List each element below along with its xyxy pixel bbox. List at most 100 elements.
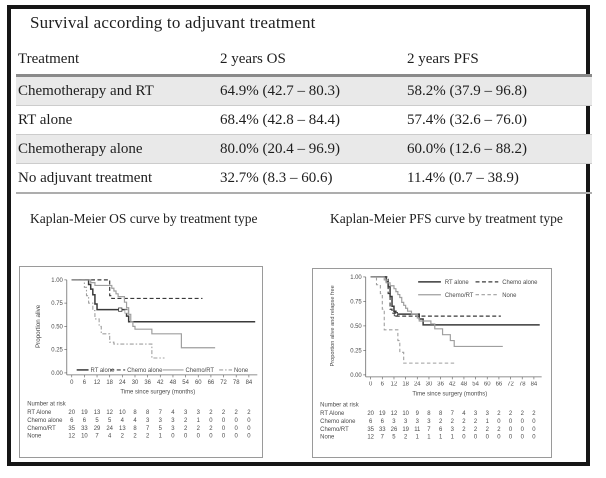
y-tick-label: 0.75 (350, 299, 362, 305)
at-risk-value: 0 (197, 434, 201, 440)
x-tick-label: 72 (220, 380, 227, 386)
table-cell: 80.0% (20.4 – 96.9) (220, 140, 340, 157)
at-risk-value: 5 (108, 418, 112, 424)
at-risk-row-label: None (27, 434, 42, 440)
km-curve-none (71, 279, 165, 359)
pfs-km-figure: 1.00 0.75 0.50 0.25 0.00 0 6 12 18 24 30 36 42 48 54 60… (312, 268, 552, 458)
at-risk-value: 0 (209, 434, 213, 440)
table-cell: Chemotherapy alone (18, 140, 143, 157)
at-risk-value: 33 (81, 426, 88, 432)
at-risk-value: 13 (94, 410, 101, 416)
at-risk-value: 8 (133, 426, 137, 432)
censor-mark (393, 312, 398, 317)
table-cell: 11.4% (0.7 – 38.9) (407, 169, 519, 186)
at-risk-value: 2 (439, 419, 442, 425)
x-tick-label: 60 (195, 380, 202, 386)
x-tick-label: 48 (461, 382, 468, 388)
at-risk-value: 4 (171, 410, 175, 416)
at-risk-value: 0 (209, 418, 213, 424)
table-header-row: Treatment 2 years OS 2 years PFS (16, 44, 592, 77)
at-risk-value: 0 (184, 434, 188, 440)
at-risk-value: 2 (121, 434, 124, 440)
x-tick-label: 30 (426, 382, 433, 388)
at-risk-value: 6 (70, 418, 74, 424)
x-tick-label: 84 (531, 382, 538, 388)
at-risk-value: 20 (68, 410, 75, 416)
col-header-treatment: Treatment (18, 50, 80, 67)
at-risk-value: 3 (474, 411, 478, 417)
table-cell: No adjuvant treatment (18, 169, 153, 186)
at-risk-value: 3 (427, 419, 431, 425)
x-tick-label: 24 (119, 380, 126, 386)
at-risk-value: 1 (439, 435, 442, 441)
at-risk-value: 10 (402, 411, 409, 417)
at-risk-value: 0 (462, 435, 466, 441)
at-risk-value: 3 (404, 419, 408, 425)
y-tick-label: 0.50 (51, 324, 63, 330)
y-tick-label: 0.00 (51, 371, 63, 377)
at-risk-value: 0 (235, 418, 239, 424)
x-tick-label: 18 (106, 380, 113, 386)
at-risk-value: 0 (497, 435, 501, 441)
at-risk-value: 2 (451, 419, 454, 425)
at-risk-value: 3 (197, 410, 201, 416)
at-risk-value: 1 (427, 435, 430, 441)
x-tick-label: 6 (381, 382, 385, 388)
pfs-km-chart-svg: 1.000.750.500.250.000 6 12 18 24 30 36 42 48 54 60… (320, 275, 542, 441)
at-risk-value: 0 (222, 434, 226, 440)
x-tick-label: 48 (170, 380, 177, 386)
at-risk-value: 0 (235, 434, 239, 440)
x-tick-label: 6 (83, 380, 87, 386)
x-tick-label: 30 (132, 380, 139, 386)
table-row: No adjuvant treatment 32.7% (8.3 – 60.6) 1… (16, 163, 592, 192)
y-tick-label: 0.00 (350, 373, 362, 379)
at-risk-value: 12 (391, 411, 398, 417)
x-tick-label: 42 (157, 380, 164, 386)
at-risk-value: 19 (81, 410, 88, 416)
at-risk-value: 3 (146, 418, 150, 424)
at-risk-value: 9 (416, 411, 420, 417)
table-cell: 60.0% (12.6 – 88.2) (407, 140, 527, 157)
x-tick-label: 24 (414, 382, 421, 388)
at-risk-row-label: Chemo/RT (27, 426, 56, 432)
at-risk-value: 1 (416, 435, 419, 441)
table-cell: 68.4% (42.8 – 84.4) (220, 111, 340, 128)
survival-table: Treatment 2 years OS 2 years PFS Chemoth… (16, 44, 592, 194)
at-risk-value: 0 (509, 435, 513, 441)
at-risk-value: 2 (146, 434, 149, 440)
x-tick-label: 78 (233, 380, 240, 386)
at-risk-value: 0 (521, 427, 525, 433)
at-risk-value: 3 (392, 419, 396, 425)
km-curve-none (370, 276, 457, 364)
at-risk-value: 35 (68, 426, 75, 432)
table-cell: 57.4% (32.6 – 76.0) (407, 111, 527, 128)
at-risk-value: 12 (68, 434, 75, 440)
at-risk-value: 2 (497, 411, 500, 417)
legend-label: Chemo alone (502, 280, 538, 286)
at-risk-value: 33 (379, 427, 386, 433)
legend-label: RT alone (91, 368, 116, 374)
at-risk-row-label: RT Alone (27, 410, 52, 416)
at-risk-value: 0 (521, 419, 525, 425)
at-risk-value: 8 (146, 410, 150, 416)
at-risk-value: 0 (474, 435, 478, 441)
at-risk-value: 5 (159, 426, 163, 432)
at-risk-value: 3 (451, 427, 455, 433)
number-at-risk-header: Number at risk (320, 403, 359, 409)
os-figure-title: Kaplan-Meier OS curve by treatment type (30, 211, 258, 226)
at-risk-row-label: Chemo/RT (320, 427, 349, 433)
x-tick-label: 36 (144, 380, 151, 386)
os-km-chart-svg: 1.000.750.500.250.000 6 12 18 24 30 36 42 48 54 60… (27, 278, 258, 440)
at-risk-value: 2 (133, 434, 136, 440)
at-risk-value: 6 (439, 427, 443, 433)
at-risk-value: 0 (247, 418, 251, 424)
page-title: Survival according to adjuvant treatment (30, 13, 316, 32)
at-risk-row-label: Chemo alone (320, 419, 356, 425)
at-risk-value: 6 (369, 419, 373, 425)
x-tick-label: 36 (437, 382, 444, 388)
y-axis-title: Proportion alive (35, 304, 42, 348)
y-tick-label: 0.25 (51, 348, 63, 354)
at-risk-value: 0 (497, 419, 501, 425)
at-risk-value: 2 (474, 427, 477, 433)
